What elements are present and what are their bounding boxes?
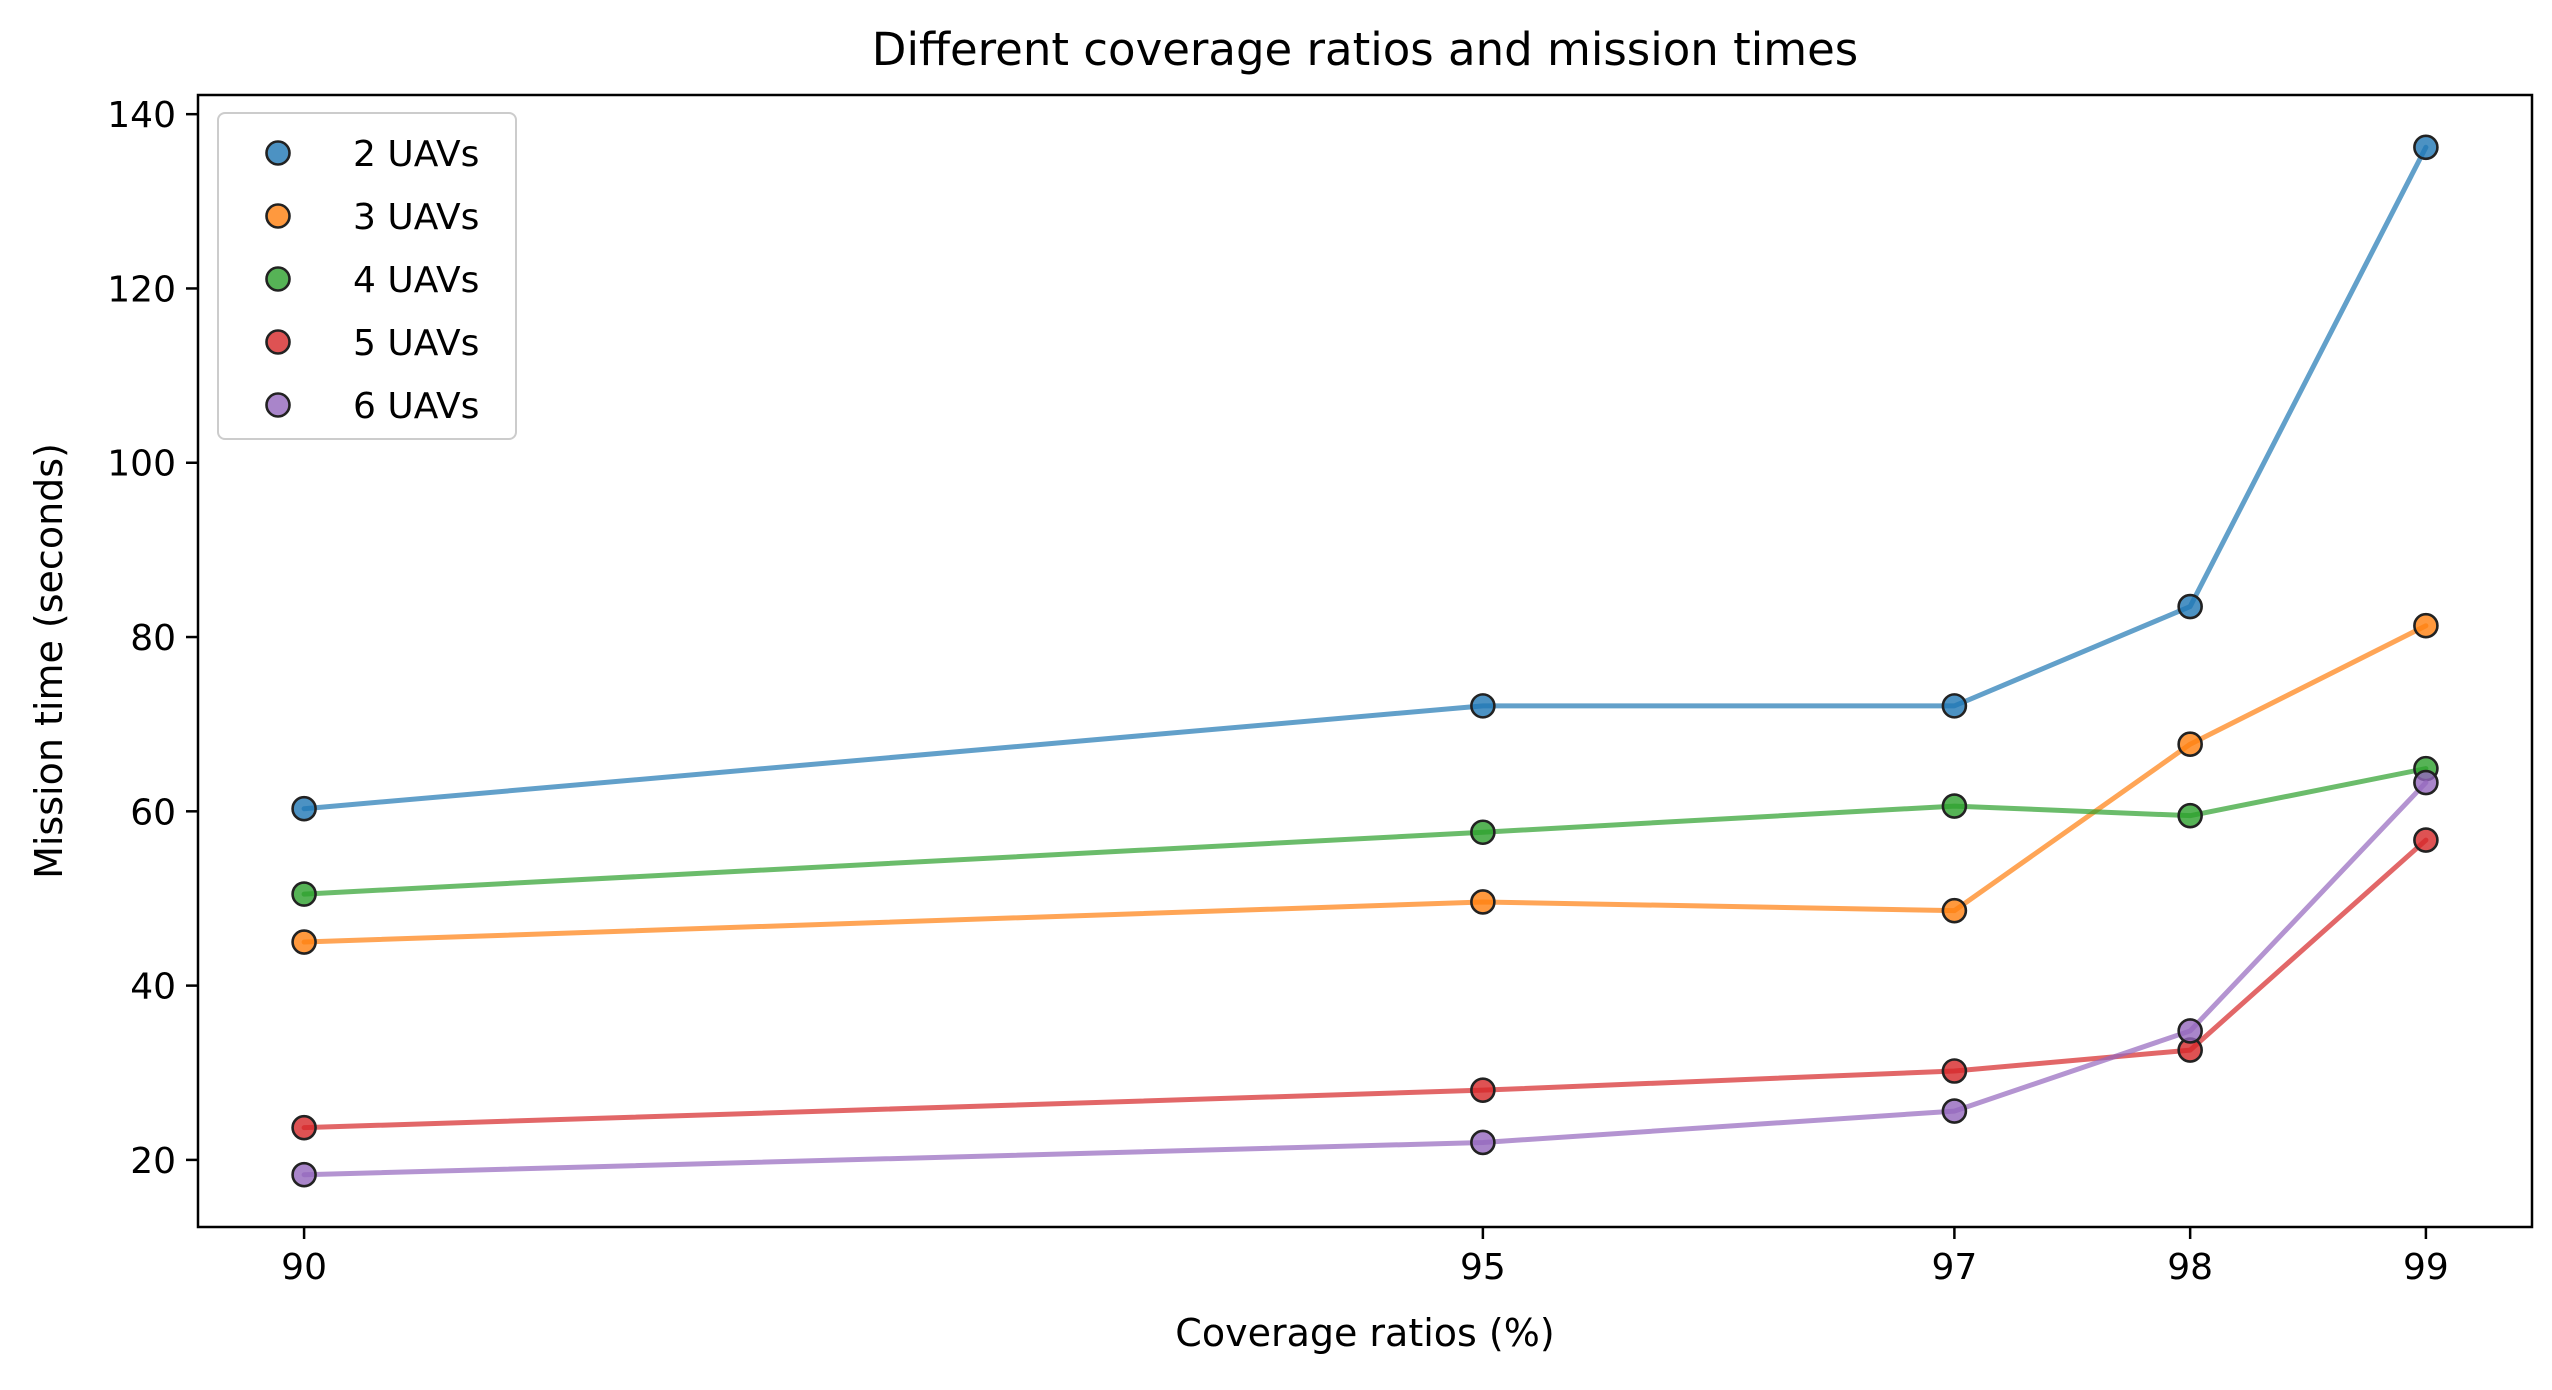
data-point — [291, 1161, 317, 1188]
legend-marker — [265, 203, 291, 229]
data-point — [291, 1114, 317, 1141]
data-point — [1941, 693, 1968, 719]
x-tick-label: 97 — [1931, 1247, 1977, 1288]
legend-marker — [265, 329, 291, 355]
data-point — [2413, 769, 2439, 796]
y-tick-label: 100 — [107, 444, 176, 485]
legend-label: 3 UAVs — [353, 197, 479, 238]
y-tick-label: 140 — [107, 95, 176, 136]
series-line-3-uavs — [301, 623, 2429, 945]
legend-marker — [265, 140, 291, 166]
legend-label: 5 UAVs — [353, 323, 479, 364]
x-tick-label: 90 — [281, 1247, 327, 1288]
data-point — [2413, 827, 2439, 853]
data-point — [2177, 731, 2203, 758]
legend-label: 4 UAVs — [353, 260, 479, 301]
series-2-uavs — [291, 134, 2439, 822]
series-layer — [291, 134, 2439, 1188]
data-point — [1470, 1077, 1496, 1103]
series-line-5-uavs — [301, 837, 2429, 1131]
data-point — [1941, 897, 1968, 924]
x-axis-ticks: 90 95 97 98 99 — [281, 1227, 2449, 1288]
data-point — [2413, 134, 2439, 161]
y-tick-label: 20 — [130, 1141, 176, 1182]
plot-frame — [196, 93, 2534, 1229]
series-3-uavs — [291, 612, 2439, 955]
legend-marker — [265, 266, 291, 292]
x-tick-label: 95 — [1460, 1247, 1506, 1288]
chart-title: Different coverage ratios and mission ti… — [872, 23, 1858, 76]
legend-entries: 2 UAVs 3 UAVs 4 UAVs 5 UAVs 6 UAVs — [265, 134, 479, 427]
x-axis-title: Coverage ratios (%) — [1175, 1311, 1554, 1355]
y-axis-title: Mission time (seconds) — [27, 443, 71, 879]
legend: 2 UAVs 3 UAVs 4 UAVs 5 UAVs 6 UAVs — [217, 112, 517, 440]
legend-entry: 5 UAVs — [265, 323, 479, 364]
data-point — [1470, 889, 1496, 915]
x-tick-label: 98 — [2167, 1247, 2213, 1288]
y-tick-label: 120 — [107, 269, 176, 310]
data-point — [291, 795, 317, 822]
y-axis-ticks: 20 40 60 80 100 120 140 — [107, 95, 198, 1182]
series-line-4-uavs — [301, 766, 2429, 897]
data-point — [2177, 593, 2203, 620]
y-tick-label: 80 — [130, 618, 176, 659]
legend-label: 2 UAVs — [353, 134, 479, 175]
data-point — [2177, 1018, 2203, 1044]
legend-box — [217, 112, 517, 440]
x-tick-label: 99 — [2403, 1247, 2449, 1288]
legend-entry: 3 UAVs — [265, 197, 479, 238]
legend-entry: 2 UAVs — [265, 134, 479, 175]
legend-label: 6 UAVs — [353, 386, 479, 427]
series-6-uavs — [291, 769, 2439, 1188]
legend-entry: 4 UAVs — [265, 260, 479, 301]
legend-entry: 6 UAVs — [265, 386, 479, 427]
data-point — [1941, 1058, 1968, 1084]
data-point — [1941, 1098, 1968, 1124]
legend-marker — [265, 392, 291, 418]
y-tick-label: 40 — [130, 967, 176, 1008]
data-point — [1470, 1129, 1496, 1156]
data-point — [2413, 612, 2439, 639]
data-point — [1941, 793, 1968, 819]
data-point — [2177, 802, 2203, 829]
series-5-uavs — [291, 827, 2439, 1141]
data-point — [1470, 819, 1496, 846]
series-line-2-uavs — [301, 144, 2429, 812]
y-tick-label: 60 — [130, 792, 176, 833]
data-point — [1470, 693, 1496, 719]
data-point — [291, 929, 317, 955]
data-point — [291, 881, 317, 907]
